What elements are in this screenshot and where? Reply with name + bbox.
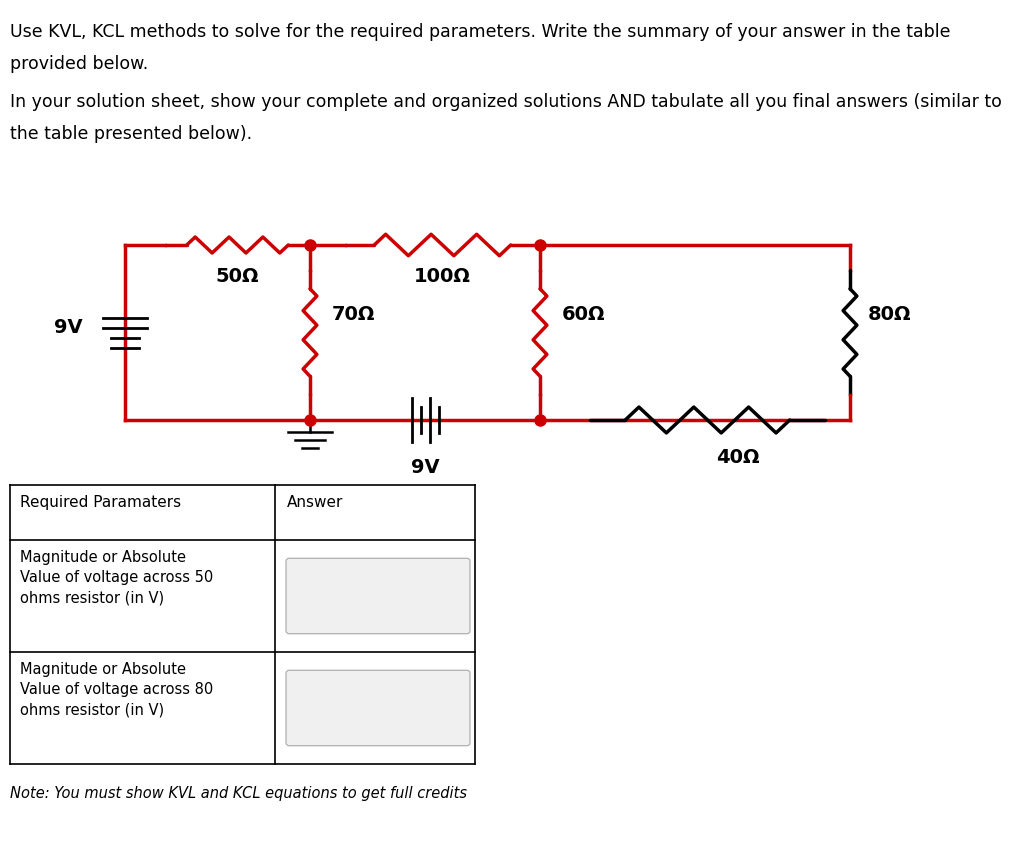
Text: Required Paramaters: Required Paramaters: [20, 495, 181, 510]
Text: Magnitude or Absolute
Value of voltage across 80
ohms resistor (in V): Magnitude or Absolute Value of voltage a…: [20, 662, 214, 718]
Text: 9V: 9V: [55, 318, 83, 337]
Text: Note: You must show KVL and KCL equations to get full credits: Note: You must show KVL and KCL equation…: [10, 786, 467, 801]
Text: Magnitude or Absolute
Value of voltage across 50
ohms resistor (in V): Magnitude or Absolute Value of voltage a…: [20, 550, 214, 605]
Text: 50Ω: 50Ω: [216, 267, 259, 286]
Text: the table presented below).: the table presented below).: [10, 125, 252, 143]
Text: 100Ω: 100Ω: [414, 267, 471, 286]
Text: Answer: Answer: [287, 495, 343, 510]
Text: 70Ω: 70Ω: [332, 305, 376, 324]
Text: Use KVL, KCL methods to solve for the required parameters. Write the summary of : Use KVL, KCL methods to solve for the re…: [10, 23, 950, 41]
Text: 60Ω: 60Ω: [562, 305, 606, 324]
Text: In your solution sheet, show your complete and organized solutions AND tabulate : In your solution sheet, show your comple…: [10, 93, 1002, 111]
Text: 80Ω: 80Ω: [868, 305, 912, 324]
Text: provided below.: provided below.: [10, 55, 148, 73]
FancyBboxPatch shape: [286, 558, 470, 634]
Text: 9V: 9V: [410, 458, 440, 477]
Text: 40Ω: 40Ω: [716, 448, 760, 467]
FancyBboxPatch shape: [286, 670, 470, 746]
